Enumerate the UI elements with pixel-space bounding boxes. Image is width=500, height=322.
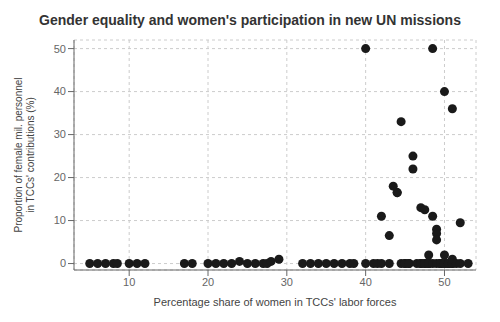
svg-text:20: 20 <box>54 171 66 183</box>
svg-text:0: 0 <box>60 257 66 269</box>
svg-text:40: 40 <box>360 276 372 288</box>
svg-text:30: 30 <box>281 276 293 288</box>
svg-text:Percentage share of women in T: Percentage share of women in TCCs' labor… <box>154 296 397 308</box>
svg-text:10: 10 <box>123 276 135 288</box>
html-text:Gender equality and women's pa: Gender equality and women's participatio… <box>39 12 461 28</box>
svg-text:50: 50 <box>54 43 66 55</box>
svg-text:10: 10 <box>54 214 66 226</box>
svg-text:20: 20 <box>202 276 214 288</box>
svg-text:50: 50 <box>438 276 450 288</box>
svg-text:40: 40 <box>54 85 66 97</box>
svg-text:Proportion of female mil. pers: Proportion of female mil. personnelin TC… <box>13 77 36 232</box>
svg-text:30: 30 <box>54 128 66 140</box>
